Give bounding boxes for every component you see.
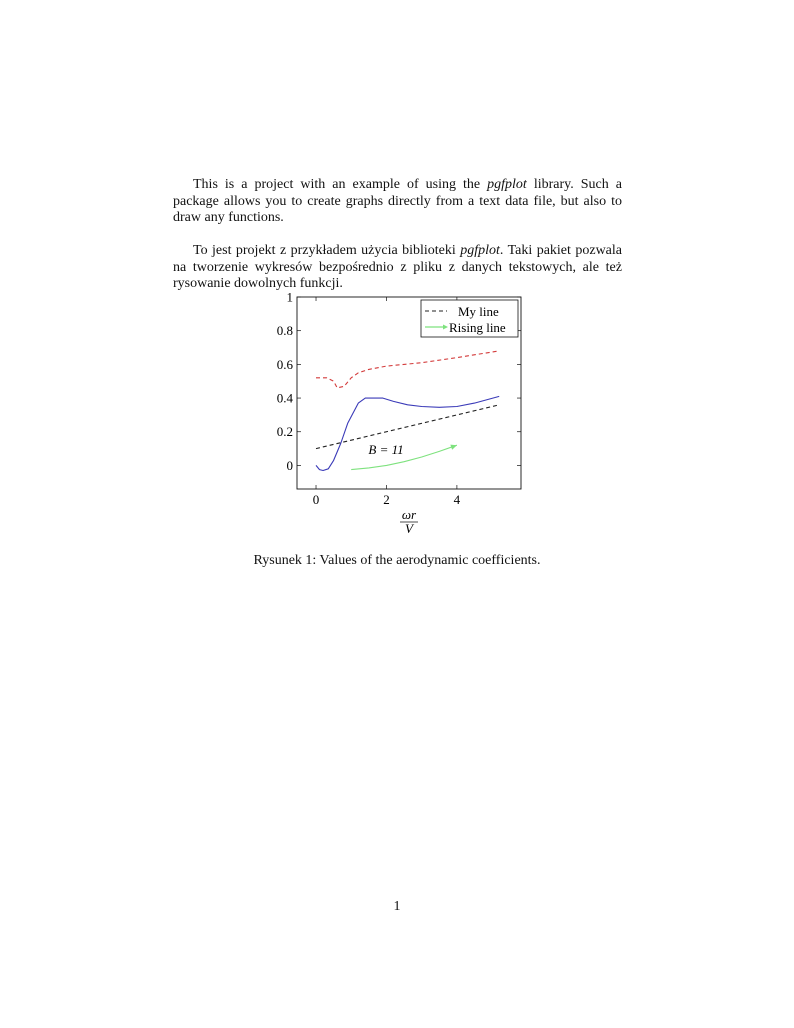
text: library. Such a package allows you to cr…: [173, 177, 622, 225]
axes-frame: [296, 296, 522, 490]
series-line-rising-line: [351, 444, 458, 471]
x-tick-label: 4: [454, 492, 461, 507]
y-tick-label: 1: [287, 290, 294, 305]
legend-box: [420, 299, 519, 338]
paragraph-polish: To jest projekt z przykładem użycia bibl…: [173, 243, 622, 293]
y-tick-label: 0.8: [277, 323, 293, 338]
legend-label-my-line: My line: [458, 304, 499, 319]
x-axis-label-numerator: ωr: [402, 507, 417, 522]
page-number: 1: [393, 899, 401, 914]
text: To jest projekt z przykładem użycia bibl…: [193, 243, 461, 258]
legend: My line Rising line: [420, 299, 519, 338]
emphasis: pgfplot: [460, 243, 500, 258]
y-tick-label: 0.4: [277, 391, 294, 406]
legend-label-rising-line: Rising line: [449, 320, 506, 335]
y-tick-label: 0.2: [277, 424, 293, 439]
series-line-curve-0: [316, 350, 500, 389]
arrow-head-icon: [450, 444, 457, 450]
annotation-b: B = 11: [368, 442, 403, 457]
paragraph-english: This is a project with an example of usi…: [173, 177, 622, 227]
x-tick-label: 0: [313, 492, 320, 507]
arrow-icon: [443, 324, 448, 330]
series-line-curve-1: [315, 395, 500, 472]
y-tick-label: 0: [287, 458, 294, 473]
text: . Taki pakiet pozwala na tworzenie wykre…: [173, 243, 622, 291]
y-tick-label: 0.6: [277, 357, 294, 372]
chart: 0 2 4 0 0.2 0.4 0.6 0.8 1 My line Rising line B …: [277, 290, 522, 536]
x-tick-label: 2: [383, 492, 390, 507]
series-line-my-line: [315, 404, 500, 450]
figure-caption: Rysunek 1: Values of the aerodynamic coe…: [253, 553, 541, 568]
emphasis: pgfplot: [487, 177, 527, 192]
text: This is a project with an example of usi…: [193, 177, 488, 192]
x-axis-label-denominator: V: [405, 521, 415, 536]
